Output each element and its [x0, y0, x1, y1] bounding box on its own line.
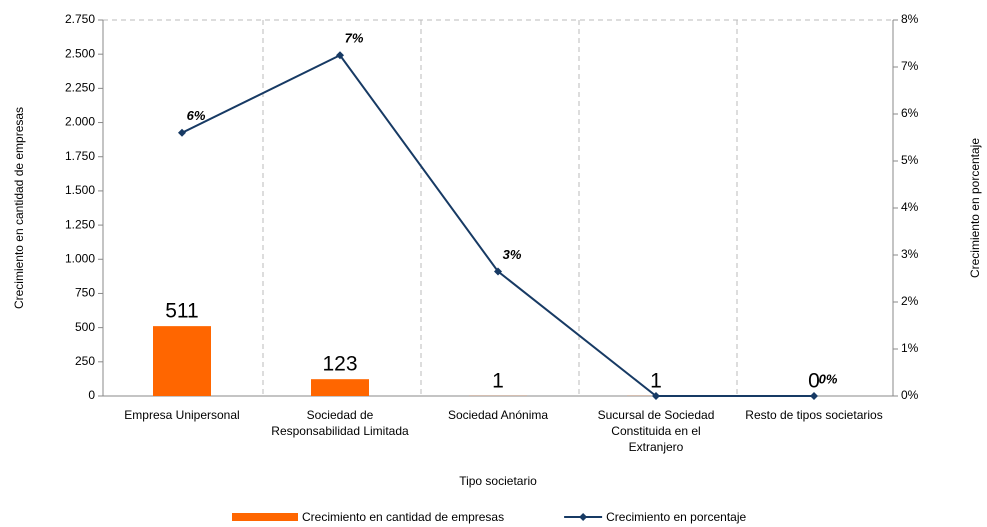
x-axis-title: Tipo societario — [459, 474, 537, 488]
y2-tick-label: 2% — [901, 294, 919, 308]
y-tick-label: 1.250 — [65, 217, 95, 231]
x-tick-label: Sucursal de Sociedad Constituida en el E… — [597, 408, 715, 454]
line-value-label: 0% — [819, 371, 838, 386]
y-tick-label: 1.000 — [65, 251, 95, 265]
line-marker — [494, 267, 502, 276]
y2-tick-label: 7% — [901, 59, 919, 73]
bar-value-label: 1 — [492, 369, 504, 392]
legend-swatch — [232, 513, 298, 521]
line-marker — [810, 392, 818, 400]
y-tick-label: 2.250 — [65, 81, 95, 95]
y-tick-label: 500 — [75, 320, 95, 334]
line — [181, 53, 814, 397]
y2-tick-label: 1% — [901, 341, 919, 355]
y2-tick-label: 8% — [901, 12, 919, 26]
y-axis-title: Crecimiento en cantidad de empresas — [12, 107, 26, 309]
y2-tick-label: 5% — [901, 153, 919, 167]
y-tick-label: 2.750 — [65, 12, 95, 26]
y-tick-label: 750 — [75, 286, 95, 300]
y-tick-label: 2.000 — [65, 115, 95, 129]
line-marker — [652, 392, 660, 400]
y-tick-label: 250 — [75, 354, 95, 368]
bar — [153, 326, 211, 396]
x-tick-label: Sociedad Anónima — [447, 408, 549, 422]
legend-label: Crecimiento en cantidad de empresas — [302, 510, 504, 524]
y2-axis-title: Crecimiento en porcentaje — [968, 138, 982, 278]
y-tick-label: 1.500 — [65, 183, 95, 197]
y-tick-label: 0 — [88, 388, 95, 402]
bar-value-label: 0 — [808, 370, 820, 393]
y2-tick-label: 4% — [901, 200, 919, 214]
line-marker — [336, 51, 344, 60]
y2-tick-label: 0% — [901, 388, 919, 402]
line-value-label: 6% — [187, 108, 206, 123]
bar-value-label: 1 — [650, 369, 662, 392]
line-marker — [178, 128, 186, 137]
x-tick-label: Resto de tipos societarios — [745, 408, 883, 422]
legend-label: Crecimiento en porcentaje — [606, 510, 746, 524]
x-tick-label: Sociedad de Responsabilidad Limitada — [271, 408, 409, 438]
y-tick-label: 1.750 — [65, 149, 95, 163]
line-value-label: 3% — [503, 247, 522, 262]
y2-tick-label: 3% — [901, 247, 919, 261]
bar-value-label: 511 — [165, 300, 198, 323]
x-tick-label: Empresa Unipersonal — [124, 408, 240, 422]
y2-tick-label: 6% — [901, 106, 919, 120]
bar — [311, 379, 369, 396]
legend-swatch — [579, 513, 588, 521]
bar-value-label: 123 — [322, 353, 357, 376]
line-value-label: 7% — [345, 31, 364, 46]
y-tick-label: 2.500 — [65, 46, 95, 60]
separators — [103, 19, 893, 396]
